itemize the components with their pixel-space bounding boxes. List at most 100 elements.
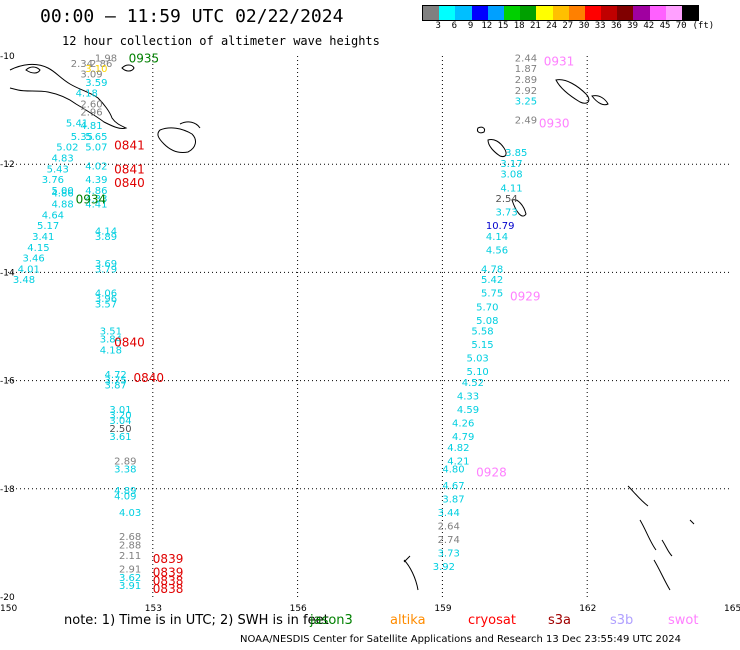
wave-height-point: 2.91 (119, 565, 141, 576)
wave-height-point: 3.04 (109, 416, 131, 427)
wave-height-point: 3.96 (95, 294, 117, 305)
wave-height-point: 3.76 (42, 175, 64, 186)
wave-height-point: 4.18 (100, 346, 122, 357)
mission-label: s3a (548, 613, 572, 628)
wave-height-point: 5.00 (51, 186, 73, 197)
coastline-santa-cruz (511, 199, 527, 217)
axis-tick-labels: 150 153 156 159 162 165 -10 -12 -14 -16 -18 -20 (0, 52, 740, 614)
color-scale-label: 70 (675, 21, 687, 31)
color-swatch (617, 6, 634, 20)
wave-height-point: 4.83 (51, 153, 73, 164)
wave-height-point: 4.67 (442, 481, 464, 492)
color-scale-label: (ft) (692, 21, 715, 31)
wave-height-point: 3.51 (100, 327, 122, 338)
pass-time-label: 0929 (510, 290, 541, 304)
pass-time-label: 0930 (539, 117, 570, 131)
pass-time-label: 0935 (129, 52, 160, 66)
wave-height-point: 4.86 (85, 186, 107, 197)
wave-height-point: 5.35 (71, 132, 93, 143)
y-tick-label: -14 (0, 268, 15, 278)
color-swatch (649, 6, 666, 20)
wave-height-point: 3.92 (433, 562, 455, 573)
color-scale-label: 21 (529, 21, 541, 31)
color-scale-label: 45 (659, 21, 671, 31)
wave-height-point: 5.15 (471, 340, 493, 351)
pass-time-labels: 0935084108410840093408400840083908390838… (76, 52, 575, 596)
y-tick-label: -10 (0, 52, 15, 62)
color-scale-label: 27 (562, 21, 574, 31)
pass-time-label: 0928 (476, 466, 507, 480)
wave-height-point: 2.49 (515, 116, 537, 127)
wave-height-point: 3.46 (22, 254, 44, 265)
wave-height-point: 3.10 (85, 64, 107, 75)
pass-time-label: 0840 (133, 371, 164, 385)
wave-height-point: 2.54 (495, 194, 517, 205)
coastline-chesterfield (403, 555, 419, 591)
wave-height-point: 3.73 (438, 548, 460, 559)
pass-time-label: 0840 (114, 336, 145, 350)
wave-height-point: 2.88 (119, 540, 141, 551)
mission-label: s3b (610, 613, 634, 628)
wave-height-point: 4.64 (42, 210, 64, 221)
wave-height-point: 2.44 (515, 53, 537, 64)
x-tick-label: 156 (290, 604, 307, 614)
wave-height-point: 2.68 (119, 532, 141, 543)
wave-height-values: 1.982.342.863.103.093.594.182.602.965.41… (13, 53, 537, 591)
wave-height-point: 5.08 (476, 316, 498, 327)
y-tick-label: -16 (0, 377, 15, 387)
wave-height-point: 5.07 (85, 143, 107, 154)
wave-height-point: 2.89 (515, 75, 537, 86)
wave-height-point: 2.64 (438, 521, 460, 532)
wave-height-point: 3.57 (95, 300, 117, 311)
wave-height-point: 1.98 (95, 53, 117, 64)
wave-height-point: 3.48 (13, 275, 35, 286)
wave-height-point: 5.65 (85, 132, 107, 143)
pass-time-label: 0841 (114, 163, 145, 177)
coastline-makira (591, 95, 609, 106)
x-tick-label: 162 (579, 604, 596, 614)
wave-height-point: 4.89 (114, 486, 136, 497)
wave-height-point: 4.88 (51, 199, 73, 210)
wave-height-point: 4.78 (481, 264, 503, 275)
color-scale-label: 6 (451, 21, 458, 31)
wave-height-point: 2.86 (90, 59, 112, 70)
coastline-rennell (477, 126, 485, 134)
wave-height-point: 5.02 (56, 143, 78, 154)
credit-line: NOAA/NESDIS Center for Satellite Applica… (240, 634, 682, 645)
pass-time-label: 0841 (114, 138, 145, 152)
wave-height-point: 4.39 (85, 175, 107, 186)
color-scale-label: 12 (481, 21, 493, 31)
coastline-reefs-east (627, 485, 695, 591)
wave-height-point: 3.84 (100, 335, 122, 346)
wave-height-point: 4.72 (105, 370, 127, 381)
wave-height-point: 10.79 (486, 221, 515, 232)
color-scale-label: 42 (643, 21, 655, 31)
wave-height-point: 4.81 (80, 121, 102, 132)
y-tick-label: -20 (0, 593, 15, 603)
mission-label: jason3 (310, 613, 353, 628)
wave-height-point: 3.89 (95, 232, 117, 243)
mission-label: cryosat (468, 613, 516, 628)
pass-time-label: 0840 (114, 176, 145, 190)
wave-height-point: 4.86 (51, 189, 73, 200)
wave-height-point: 3.69 (95, 259, 117, 270)
color-swatch (487, 6, 504, 20)
coastline-louisiades-2 (179, 121, 201, 129)
color-scale-label: 3 (435, 21, 441, 31)
wave-height-point: 5.03 (467, 354, 489, 365)
color-swatch (568, 6, 585, 20)
pass-time-label: 0839 (153, 552, 184, 566)
wave-height-point: 5.41 (66, 118, 88, 129)
wave-height-point: 3.01 (109, 405, 131, 416)
coastline-louisiades-1 (157, 127, 196, 153)
wave-height-point: 5.58 (471, 327, 493, 338)
wave-height-point: 3.91 (119, 581, 141, 592)
wave-height-point: 4.09 (114, 492, 136, 503)
wave-height-point: 5.42 (481, 275, 503, 286)
pass-time-label: 0934 (76, 192, 107, 206)
color-swatch (471, 6, 488, 20)
color-swatch (633, 6, 650, 20)
wave-height-point: 3.38 (114, 465, 136, 476)
color-scale-label: 24 (546, 21, 558, 31)
